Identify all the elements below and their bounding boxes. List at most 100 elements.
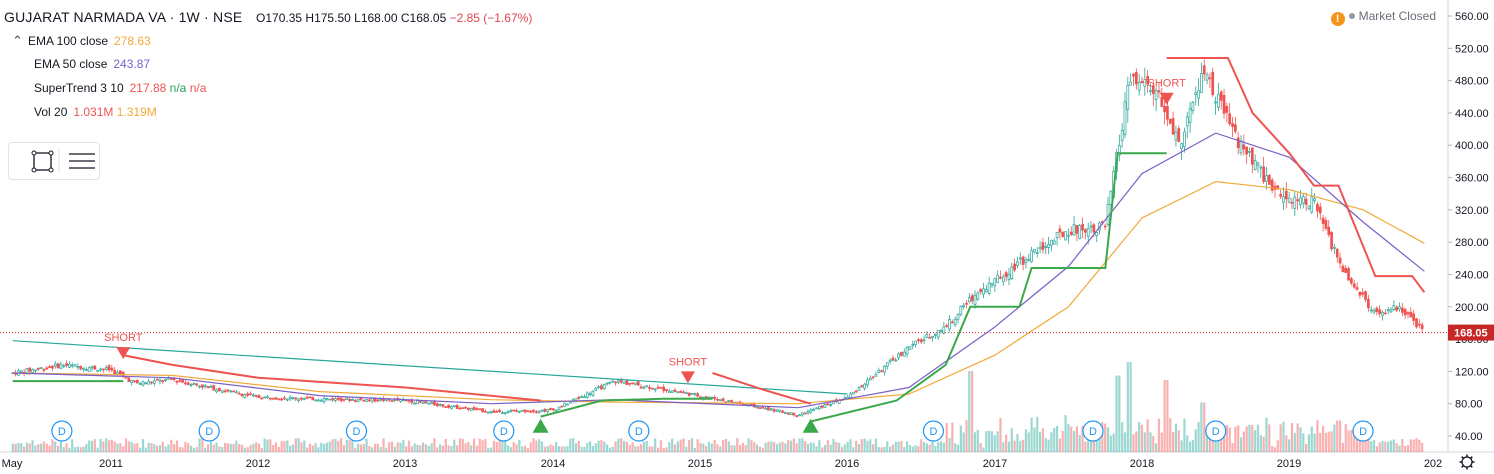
volume-bar xyxy=(838,443,841,452)
symbol-title[interactable]: GUJARAT NARMADA VA · 1W · NSE xyxy=(4,9,243,25)
settings-lines-icon[interactable] xyxy=(69,153,95,169)
dividend-marker-label: D xyxy=(1212,426,1220,438)
candle-body xyxy=(597,386,600,389)
volume-bar xyxy=(184,441,187,452)
volume-bar xyxy=(34,445,37,452)
dividend-marker[interactable] xyxy=(51,420,73,442)
candle-body xyxy=(486,411,490,414)
collapse-icon[interactable]: ⌃ xyxy=(12,33,23,48)
candle-body xyxy=(62,365,66,368)
candle-body xyxy=(1092,224,1096,233)
rectangle-icon[interactable] xyxy=(31,150,54,173)
candle-body xyxy=(577,396,581,399)
candle-body xyxy=(704,396,708,398)
dividend-marker-label: D xyxy=(500,426,508,438)
candle-body xyxy=(45,367,49,370)
volume-bar xyxy=(572,438,575,452)
candle-body xyxy=(390,400,394,402)
volume-bar xyxy=(702,443,705,452)
ohlc-values: O170.35 H175.50 L168.00 C168.05 −2.85 (−… xyxy=(256,11,532,25)
volume-bar xyxy=(1279,424,1282,452)
volume-bar xyxy=(388,442,391,452)
volume-bar xyxy=(1007,441,1011,452)
volume-bar xyxy=(328,441,331,452)
candle-body xyxy=(939,330,943,332)
volume-bar xyxy=(337,440,340,452)
candle-body xyxy=(51,365,54,369)
gear-icon[interactable] xyxy=(1461,456,1473,468)
volume-bar xyxy=(818,440,821,452)
candle-body xyxy=(336,397,340,400)
candle-body xyxy=(215,389,218,393)
warning-icon[interactable]: ! xyxy=(1330,12,1345,26)
dividend-marker[interactable] xyxy=(1352,420,1374,442)
candle-body xyxy=(246,393,250,396)
dividend-marker[interactable] xyxy=(1082,420,1104,442)
volume-bar xyxy=(1058,438,1061,452)
candle-body xyxy=(342,398,346,401)
dividend-marker[interactable] xyxy=(1205,420,1227,442)
candle-body xyxy=(518,410,521,413)
volume-bar xyxy=(1307,434,1311,452)
candle-body xyxy=(1222,95,1226,114)
x-tick-label: May xyxy=(2,458,23,470)
legend-extra: n/a xyxy=(169,81,187,95)
candle-body xyxy=(334,398,337,401)
volume-bar xyxy=(365,438,368,452)
volume-bar xyxy=(379,447,382,452)
volume-bar xyxy=(1186,435,1189,452)
volume-bar xyxy=(1208,433,1211,452)
candle-body xyxy=(764,407,767,410)
y-tick-label: 280.00 xyxy=(1455,237,1489,249)
volume-bar xyxy=(509,447,512,452)
volume-bar xyxy=(1118,375,1121,452)
volume-bar xyxy=(311,445,314,452)
dividend-marker-label: D xyxy=(353,426,361,438)
candle-body xyxy=(851,391,855,395)
legend-volume[interactable]: Vol 20 1.031M 1.319M xyxy=(34,105,157,119)
candle-body xyxy=(209,385,213,388)
candle-body xyxy=(914,340,917,345)
legend-ema50[interactable]: EMA 50 close 243.87 xyxy=(34,57,150,71)
candle-body xyxy=(266,396,269,399)
volume-bar xyxy=(1418,439,1421,452)
candle-body xyxy=(781,410,784,413)
volume-bar xyxy=(17,443,20,452)
candle-body xyxy=(801,412,804,416)
volume-bar xyxy=(682,438,685,452)
candle-body xyxy=(1259,166,1263,169)
candle-body xyxy=(1197,90,1200,99)
dividend-marker[interactable] xyxy=(922,420,945,442)
volume-bar xyxy=(1022,439,1025,452)
candle-body xyxy=(996,274,999,283)
candle-body xyxy=(648,387,651,389)
volume-bar xyxy=(260,447,263,452)
volume-bar xyxy=(506,445,510,452)
volume-bar xyxy=(88,440,91,452)
legend-supertrend[interactable]: SuperTrend 3 10 217.88 n/a n/a xyxy=(34,81,206,95)
candle-body xyxy=(1225,106,1229,113)
legend-ema100[interactable]: ⌃ EMA 100 close 278.63 xyxy=(12,33,151,49)
volume-bar xyxy=(942,442,945,452)
candle-body xyxy=(1341,265,1345,273)
volume-bar xyxy=(1146,419,1149,452)
volume-bar xyxy=(150,443,153,452)
volume-bar xyxy=(416,444,419,452)
candle-body xyxy=(1129,81,1133,86)
volume-bar xyxy=(555,442,558,452)
dividend-marker[interactable] xyxy=(628,420,650,442)
dividend-marker[interactable] xyxy=(345,420,368,442)
dividend-marker[interactable] xyxy=(493,420,515,442)
volume-bar xyxy=(642,441,645,452)
candle-body xyxy=(1146,75,1149,85)
volume-bar xyxy=(164,446,167,452)
candle-body xyxy=(1205,74,1209,81)
candle-body xyxy=(948,319,951,330)
volume-bar xyxy=(710,443,713,452)
candle-body xyxy=(223,390,227,393)
candle-body xyxy=(206,386,210,388)
volume-bar xyxy=(484,438,487,452)
dividend-marker[interactable] xyxy=(198,420,220,442)
candle-body xyxy=(1262,166,1266,182)
